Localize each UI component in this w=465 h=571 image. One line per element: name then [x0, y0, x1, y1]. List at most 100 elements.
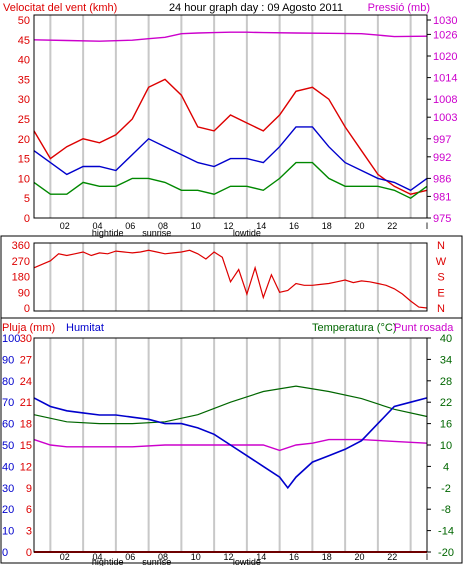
wind-tick-label: 25	[18, 114, 30, 126]
hour-label: 22	[387, 552, 397, 562]
humidity-tick-label: 80	[2, 376, 14, 388]
humidity-line	[33, 397, 428, 490]
hour-label: 20	[354, 221, 364, 231]
wind-tick-label: 20	[18, 134, 30, 146]
hour-label: 18	[322, 552, 332, 562]
direction-tick-label: 0	[24, 303, 30, 315]
hour-label: I	[426, 552, 429, 562]
rain-tick-label: 18	[20, 419, 32, 431]
dewpoint-title: Punt rosada	[394, 322, 454, 334]
direction-tick-label: 270	[12, 256, 30, 268]
hour-label: 16	[289, 552, 299, 562]
hour-label: 08	[158, 552, 168, 562]
hour-label: I	[426, 221, 429, 231]
direction-degree-ticks: 0 90 180 270 360	[12, 240, 30, 315]
event-label: hightide	[92, 228, 124, 238]
hour-label: 16	[289, 221, 299, 231]
thermo-panel: Pluja (mm) Humitat Temperatura (°C) Punt…	[0, 317, 463, 567]
hour-label: 14	[256, 221, 266, 231]
humidity-tick-label: 30	[2, 483, 14, 495]
event-label: sunrise	[142, 557, 171, 566]
wind-tick-label: 40	[18, 55, 30, 67]
hour-label: 20	[354, 552, 364, 562]
rain-tick-label: 30	[20, 333, 32, 345]
direction-tick-label: 180	[12, 272, 30, 284]
temperature-tick-label: 4	[443, 461, 449, 473]
wind-average-line	[33, 161, 428, 200]
pressure-line	[33, 31, 428, 42]
wind-axis-ticks: 0 5 10 15 20 25 30 35 40 45 50	[18, 15, 30, 225]
hour-label: 12	[223, 552, 233, 562]
pressure-tick-label: 1030	[433, 15, 457, 27]
temperature-tick-label: 28	[440, 376, 452, 388]
direction-outer-frame	[0, 235, 463, 319]
rain-tick-label: 6	[26, 504, 32, 516]
compass-label: N	[437, 240, 445, 252]
wind-panel-frame	[33, 14, 428, 219]
humidity-axis-ticks: 0 10 20 30 40 50 60 70 80 90 100	[2, 333, 20, 559]
wind-tick-label: 10	[18, 173, 30, 185]
wind-tick-label: 5	[24, 193, 30, 205]
pressure-tick-label: 1026	[433, 29, 457, 41]
pressure-tick-label: 975	[433, 213, 451, 225]
pressure-axis-ticks: 975 981 986 992 997 1003 1008 1014 1020 1026 1030	[427, 15, 457, 225]
pressure-tick-label: 997	[433, 134, 451, 146]
event-label: lowtide	[233, 228, 261, 238]
hour-label: 06	[125, 221, 135, 231]
hour-label: 14	[256, 552, 266, 562]
humidity-tick-label: 90	[2, 354, 14, 366]
hour-label: 06	[125, 552, 135, 562]
rain-title: Pluja (mm)	[2, 322, 55, 334]
pressure-tick-label: 1003	[433, 112, 457, 124]
direction-panel-grid	[49, 243, 412, 311]
dewpoint-line	[33, 438, 428, 452]
wind-direction-line	[33, 249, 428, 309]
direction-panel-frame	[33, 242, 428, 312]
humidity-tick-label: 70	[2, 397, 14, 409]
temperature-tick-label: -20	[438, 547, 454, 559]
pressure-tick-label: 1020	[433, 51, 457, 63]
hour-label: 04	[92, 552, 102, 562]
thermo-outer-frame	[0, 317, 463, 564]
rain-tick-label: 0	[26, 547, 32, 559]
pressure-tick-label: 1008	[433, 94, 457, 106]
wind-tick-label: 50	[18, 15, 30, 27]
humidity-tick-label: 40	[2, 461, 14, 473]
rain-tick-label: 12	[20, 461, 32, 473]
wind-tick-label: 45	[18, 35, 30, 47]
temperature-tick-label: -14	[438, 526, 454, 538]
humidity-tick-label: 10	[2, 526, 14, 538]
humidity-tick-label: 100	[2, 333, 20, 345]
temperature-tick-label: 16	[440, 419, 452, 431]
rain-tick-label: 27	[20, 354, 32, 366]
compass-label: S	[437, 272, 444, 284]
temperature-line	[33, 385, 428, 425]
wind-title: Velocitat del vent (kmh)	[3, 2, 117, 14]
wind-tick-label: 0	[24, 213, 30, 225]
hour-label: 02	[60, 221, 70, 231]
hour-label: 10	[191, 221, 201, 231]
temperature-tick-label: 10	[440, 440, 452, 452]
rain-tick-label: 3	[26, 526, 32, 538]
compass-label: W	[436, 256, 447, 268]
wind-gust-line	[33, 126, 428, 192]
humidity-title: Humitat	[66, 322, 104, 334]
rain-tick-label: 24	[20, 376, 32, 388]
wind-pressure-panel: Velocitat del vent (kmh) 24 hour graph d…	[3, 2, 457, 238]
direction-tick-label: 360	[12, 240, 30, 252]
hour-label: 02	[60, 552, 70, 562]
hour-label: 08	[158, 221, 168, 231]
temperature-tick-label: -2	[441, 483, 451, 495]
pressure-tick-label: 981	[433, 191, 451, 203]
event-label: sunrise	[142, 228, 171, 238]
rain-axis-ticks: 0 3 6 9 12 15 18 21 24 27 30	[20, 333, 32, 559]
temperature-tick-label: 40	[440, 333, 452, 345]
pressure-title: Pressió (mb)	[368, 2, 430, 14]
wind-panel-series	[33, 31, 428, 200]
wind-tick-label: 15	[18, 154, 30, 166]
humidity-tick-label: 50	[2, 440, 14, 452]
compass-label: E	[437, 287, 444, 299]
